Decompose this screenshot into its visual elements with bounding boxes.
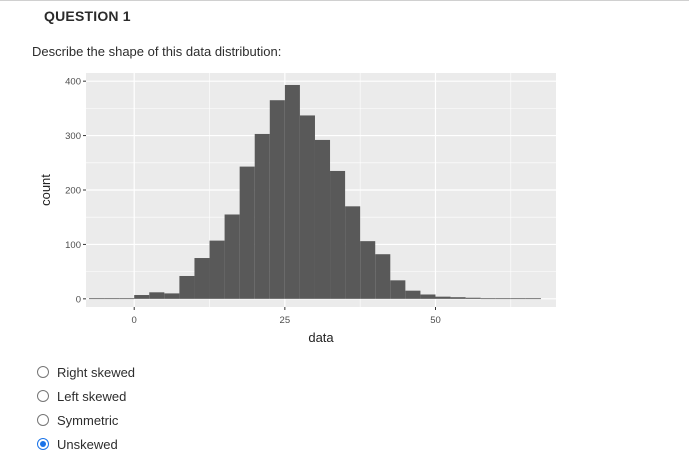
x-tick-label: 0 [132, 315, 137, 326]
option-unskewed[interactable]: Unskewed [37, 432, 135, 456]
option-right-skewed[interactable]: Right skewed [37, 360, 135, 384]
histogram-bar [510, 298, 526, 300]
histogram-bar [119, 298, 135, 300]
histogram-bar [480, 298, 496, 300]
histogram-bar [465, 297, 481, 299]
histogram-chart: 0 100 200 300 400 0 25 50 data count [38, 73, 556, 345]
histogram-bar [104, 298, 120, 300]
histogram-bar [495, 298, 511, 300]
option-label: Symmetric [57, 412, 119, 428]
y-tick-label: 0 [76, 294, 81, 305]
radio-button[interactable] [37, 390, 49, 402]
histogram-bar [345, 206, 361, 299]
histogram-bar [299, 115, 315, 299]
histogram-bar [89, 298, 105, 300]
histogram-bar [164, 293, 180, 299]
y-tick-label: 100 [65, 240, 81, 251]
option-label: Right skewed [57, 364, 136, 380]
histogram-bar [360, 241, 376, 299]
histogram-bar [239, 166, 255, 299]
option-label: Unskewed [57, 436, 118, 452]
x-tick-label: 50 [430, 315, 441, 326]
histogram-bar [284, 84, 300, 299]
x-tick-label: 25 [280, 315, 291, 326]
histogram-bar [194, 258, 210, 299]
histogram-bar [390, 280, 406, 299]
histogram-bar [405, 290, 421, 299]
y-tick-label: 300 [65, 131, 81, 142]
option-label: Left skewed [57, 388, 127, 404]
histogram-bar [525, 298, 541, 300]
histogram-bar [179, 275, 195, 299]
y-axis-title: count [38, 174, 53, 206]
option-left-skewed[interactable]: Left skewed [37, 384, 135, 408]
histogram-bar [224, 214, 240, 299]
histogram-bar [269, 100, 285, 299]
answer-options: Right skewed Left skewed Symmetric Unske… [37, 360, 135, 456]
histogram-bar [375, 254, 391, 299]
histogram-bar [254, 133, 270, 299]
y-tick-label: 200 [65, 186, 81, 197]
radio-button[interactable] [37, 366, 49, 378]
question-title: QUESTION 1 [44, 8, 131, 24]
radio-button[interactable] [37, 414, 49, 426]
histogram-bar [314, 139, 331, 299]
top-divider [0, 0, 689, 1]
radio-button[interactable] [37, 438, 49, 450]
histogram-bar [134, 295, 150, 299]
histogram-bar [149, 292, 165, 299]
y-tick-label: 400 [65, 77, 81, 88]
option-symmetric[interactable]: Symmetric [37, 408, 135, 432]
question-prompt: Describe the shape of this data distribu… [32, 44, 282, 59]
histogram-bar [450, 297, 466, 299]
histogram-bar [330, 170, 346, 299]
histogram-bar [435, 296, 451, 299]
x-axis-title: data [308, 330, 334, 345]
histogram-bar [420, 294, 436, 299]
histogram-bar [209, 240, 225, 299]
